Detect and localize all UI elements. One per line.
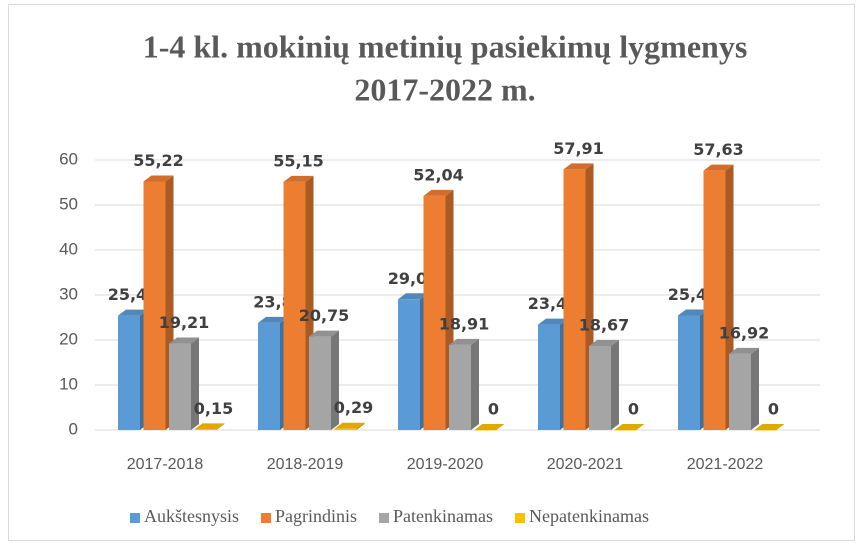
bar-top xyxy=(754,424,785,430)
legend-swatch xyxy=(515,513,526,523)
bar-top xyxy=(398,293,428,300)
bar-side xyxy=(471,338,479,430)
bar-front xyxy=(589,345,611,430)
bar-front xyxy=(334,428,357,430)
bar-top xyxy=(283,175,314,182)
bar-top xyxy=(194,423,225,430)
bar-top xyxy=(474,424,505,430)
bar-front xyxy=(614,430,637,431)
bar xyxy=(169,337,199,430)
bar-top xyxy=(449,338,479,345)
bar-side xyxy=(611,339,619,430)
bar-side xyxy=(751,347,759,430)
data-label: 0 xyxy=(488,400,499,419)
bar xyxy=(754,424,785,431)
legend-label: Nepatenkinamas xyxy=(529,506,649,526)
legend-label: Aukštesnysis xyxy=(144,506,239,526)
bar-front xyxy=(754,430,777,431)
legend-label: Patenkinamas xyxy=(393,506,493,526)
bar xyxy=(334,422,365,430)
bar-top xyxy=(589,339,619,346)
legend-swatch xyxy=(261,513,272,523)
bar-top xyxy=(258,316,288,323)
bar-top xyxy=(309,330,339,337)
bar-front xyxy=(398,299,420,430)
bar-front xyxy=(143,181,166,430)
y-tick-label: 50 xyxy=(59,194,78,213)
bar xyxy=(589,339,619,430)
bar xyxy=(614,424,645,431)
bar xyxy=(143,175,174,430)
bar-front xyxy=(258,322,280,430)
bar xyxy=(449,338,479,430)
y-tick-label: 60 xyxy=(59,149,78,168)
x-tick-label: 2018-2019 xyxy=(267,456,344,473)
bar-front xyxy=(703,170,726,431)
bar-top xyxy=(678,309,708,316)
bar-side xyxy=(216,423,225,430)
bar-top xyxy=(563,163,594,170)
bar-front xyxy=(563,169,586,430)
legend-label: Pagrindinis xyxy=(275,506,357,526)
bar-top xyxy=(703,164,734,171)
x-tick-label: 2017-2018 xyxy=(127,456,204,473)
bar-top xyxy=(143,175,174,182)
legend-swatch xyxy=(130,513,140,523)
bar-front xyxy=(423,195,446,430)
data-label: 57,91 xyxy=(553,139,604,158)
y-tick-label: 10 xyxy=(59,374,78,393)
bar xyxy=(729,347,759,430)
bar-top xyxy=(118,309,148,316)
bar-front xyxy=(118,315,140,430)
data-label: 18,67 xyxy=(579,315,630,334)
data-label: 0 xyxy=(768,400,779,419)
bar-side xyxy=(356,422,365,430)
bar-top xyxy=(169,337,199,344)
data-label: 55,22 xyxy=(133,151,184,170)
bar-front xyxy=(309,336,331,430)
data-label: 0 xyxy=(628,400,639,419)
data-label: 0,15 xyxy=(194,399,233,418)
bar-front xyxy=(169,343,191,430)
bar-front xyxy=(283,181,306,430)
bar xyxy=(309,330,339,430)
bar-front xyxy=(538,324,560,430)
data-label: 55,15 xyxy=(273,151,324,170)
legend-swatch xyxy=(379,513,390,523)
bar-front xyxy=(729,353,751,430)
y-tick-label: 0 xyxy=(69,419,78,438)
bar xyxy=(194,423,225,430)
data-label: 20,75 xyxy=(299,306,350,325)
data-label: 16,92 xyxy=(719,323,770,342)
bar-side xyxy=(331,330,339,430)
x-tick-label: 2019-2020 xyxy=(407,456,484,473)
bar-top xyxy=(729,347,759,354)
bar-top xyxy=(423,189,454,196)
bar-top xyxy=(538,318,568,325)
bar-front xyxy=(474,430,497,431)
x-tick-label: 2020-2021 xyxy=(547,456,624,473)
y-tick-label: 20 xyxy=(59,329,78,348)
data-label: 23,8 xyxy=(253,292,292,311)
data-label: 52,04 xyxy=(413,165,464,184)
bar-front xyxy=(678,315,700,430)
data-label: 18,91 xyxy=(439,314,490,333)
chart-title: 2017-2022 m. xyxy=(354,71,535,107)
y-tick-label: 30 xyxy=(59,284,78,303)
bar-front xyxy=(449,344,471,430)
bar-top xyxy=(334,422,365,429)
bar-side xyxy=(191,337,199,430)
data-label: 0,29 xyxy=(334,398,373,417)
data-label: 57,63 xyxy=(693,140,744,159)
bar xyxy=(474,424,505,431)
y-tick-label: 40 xyxy=(59,239,78,258)
bar-top xyxy=(614,424,645,430)
x-tick-label: 2021-2022 xyxy=(687,456,764,473)
chart-title: 1-4 kl. mokinių metinių pasiekimų lygmen… xyxy=(143,28,748,64)
data-label: 19,21 xyxy=(159,313,210,332)
bar-front xyxy=(194,429,217,430)
